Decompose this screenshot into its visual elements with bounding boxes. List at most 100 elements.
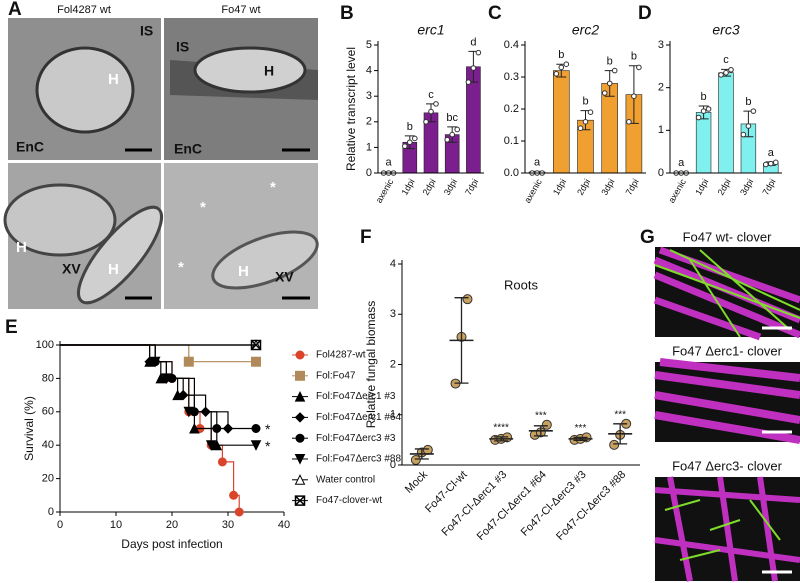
marker (251, 356, 261, 367)
data-point (410, 454, 421, 465)
micrograph-label: * (270, 179, 276, 196)
significance-letter: b (407, 121, 413, 133)
error-bar (454, 297, 469, 384)
significance-letter: d (470, 36, 476, 48)
data-point (750, 108, 757, 114)
y-tick-label: 60 (42, 406, 54, 418)
significance-letter: c (428, 89, 434, 101)
data-point (745, 123, 752, 129)
data-point (700, 108, 707, 114)
micrograph-label: IS (176, 39, 189, 55)
y-tick-label: 1 (390, 409, 396, 421)
micrograph-label: IS (140, 23, 153, 39)
data-point (609, 439, 620, 450)
panel-label: G (640, 227, 655, 248)
y-tick-label: 0.2 (504, 103, 519, 115)
legend-label: Fo47-clover-wt (316, 495, 382, 506)
significance-letter: b (701, 91, 707, 103)
x-tick-label: 2dpi (421, 177, 438, 197)
legend-marker (294, 412, 306, 423)
column-title: Fo47 wt (221, 4, 260, 16)
marker (177, 389, 189, 401)
legend-label: Fol:Fo47 (316, 370, 356, 381)
error-bar (533, 425, 548, 437)
legend-marker (294, 454, 306, 465)
y-tick-label: 40 (42, 439, 54, 451)
survival-line (60, 344, 229, 429)
y-tick-label: 2 (658, 82, 664, 94)
data-point (558, 64, 565, 71)
x-tick-label: 20 (166, 519, 178, 531)
y-tick-label: 1 (366, 141, 372, 153)
data-point (606, 80, 613, 87)
data-point (422, 444, 433, 455)
x-tick-label: axenic (374, 177, 396, 205)
x-tick-label: 2dpi (716, 177, 733, 197)
y-axis-label: Relative transcript level (344, 47, 358, 171)
bar (718, 72, 734, 174)
data-point (728, 66, 734, 73)
significance-letter: a (678, 157, 685, 169)
marker (205, 440, 217, 451)
data-point (553, 71, 560, 77)
panel-label: C (488, 3, 502, 24)
marker (250, 339, 262, 351)
marker (217, 457, 227, 467)
micrograph-label: H (238, 263, 249, 280)
data-point (475, 49, 482, 56)
y-tick-label: 0.4 (504, 39, 519, 51)
significance-letter: a (386, 157, 393, 169)
legend-marker (294, 474, 306, 485)
marker (234, 507, 244, 517)
y-tick-label: 0 (658, 167, 664, 179)
data-point (433, 101, 439, 107)
y-tick-label: 20 (42, 473, 54, 485)
marker (251, 424, 261, 433)
data-point (718, 72, 724, 78)
chart-title: erc3 (712, 22, 739, 38)
significance-letter: a (534, 156, 541, 168)
significance-letter: b (745, 96, 751, 108)
y-tick-label: 2 (390, 358, 396, 370)
cell (35, 46, 135, 134)
data-point (407, 139, 413, 146)
panel-label: F (360, 227, 372, 248)
data-point (462, 294, 473, 305)
legend-label: Fol4287-wt (316, 350, 366, 361)
micrograph-label: XV (62, 261, 81, 277)
x-tick-label: axenic (666, 177, 688, 205)
y-tick-label: 5 (366, 39, 372, 51)
cell (211, 230, 319, 290)
marker (149, 356, 161, 368)
x-tick-label: 7dpi (760, 177, 777, 197)
x-tick-label: 0 (57, 519, 63, 531)
legend-marker (294, 390, 306, 402)
cell (77, 205, 163, 305)
error-bar (414, 448, 429, 460)
data-point (626, 119, 632, 125)
micrograph-label: EnC (174, 141, 202, 157)
y-tick-label: 100 (36, 339, 54, 351)
data-point (444, 136, 451, 143)
micrograph-label: XV (275, 269, 294, 285)
x-tick-label: 2dpi (575, 177, 592, 197)
marker (229, 490, 239, 500)
legend-label: Fol:Fo47Δerc1 #64 (316, 412, 401, 423)
x-tick-label: 30 (222, 519, 234, 531)
error-bar (573, 436, 588, 442)
chart-title: Roots (504, 277, 538, 292)
data-point (768, 160, 774, 167)
root-signal (654, 476, 800, 582)
image-title: Fo47 wt- clover (683, 229, 773, 244)
significance-letter: b (607, 56, 613, 68)
marker (161, 373, 172, 385)
significance-letter: a (768, 147, 775, 159)
legend-marker (295, 433, 305, 443)
y-axis-label: Relative fungal biomass (364, 301, 378, 428)
data-point (601, 90, 608, 96)
data-point (449, 131, 456, 138)
y-tick-label: 0.0 (504, 167, 519, 179)
x-tick-label: 10 (110, 519, 122, 531)
image-title: Fo47 Δerc3- clover (672, 458, 783, 473)
